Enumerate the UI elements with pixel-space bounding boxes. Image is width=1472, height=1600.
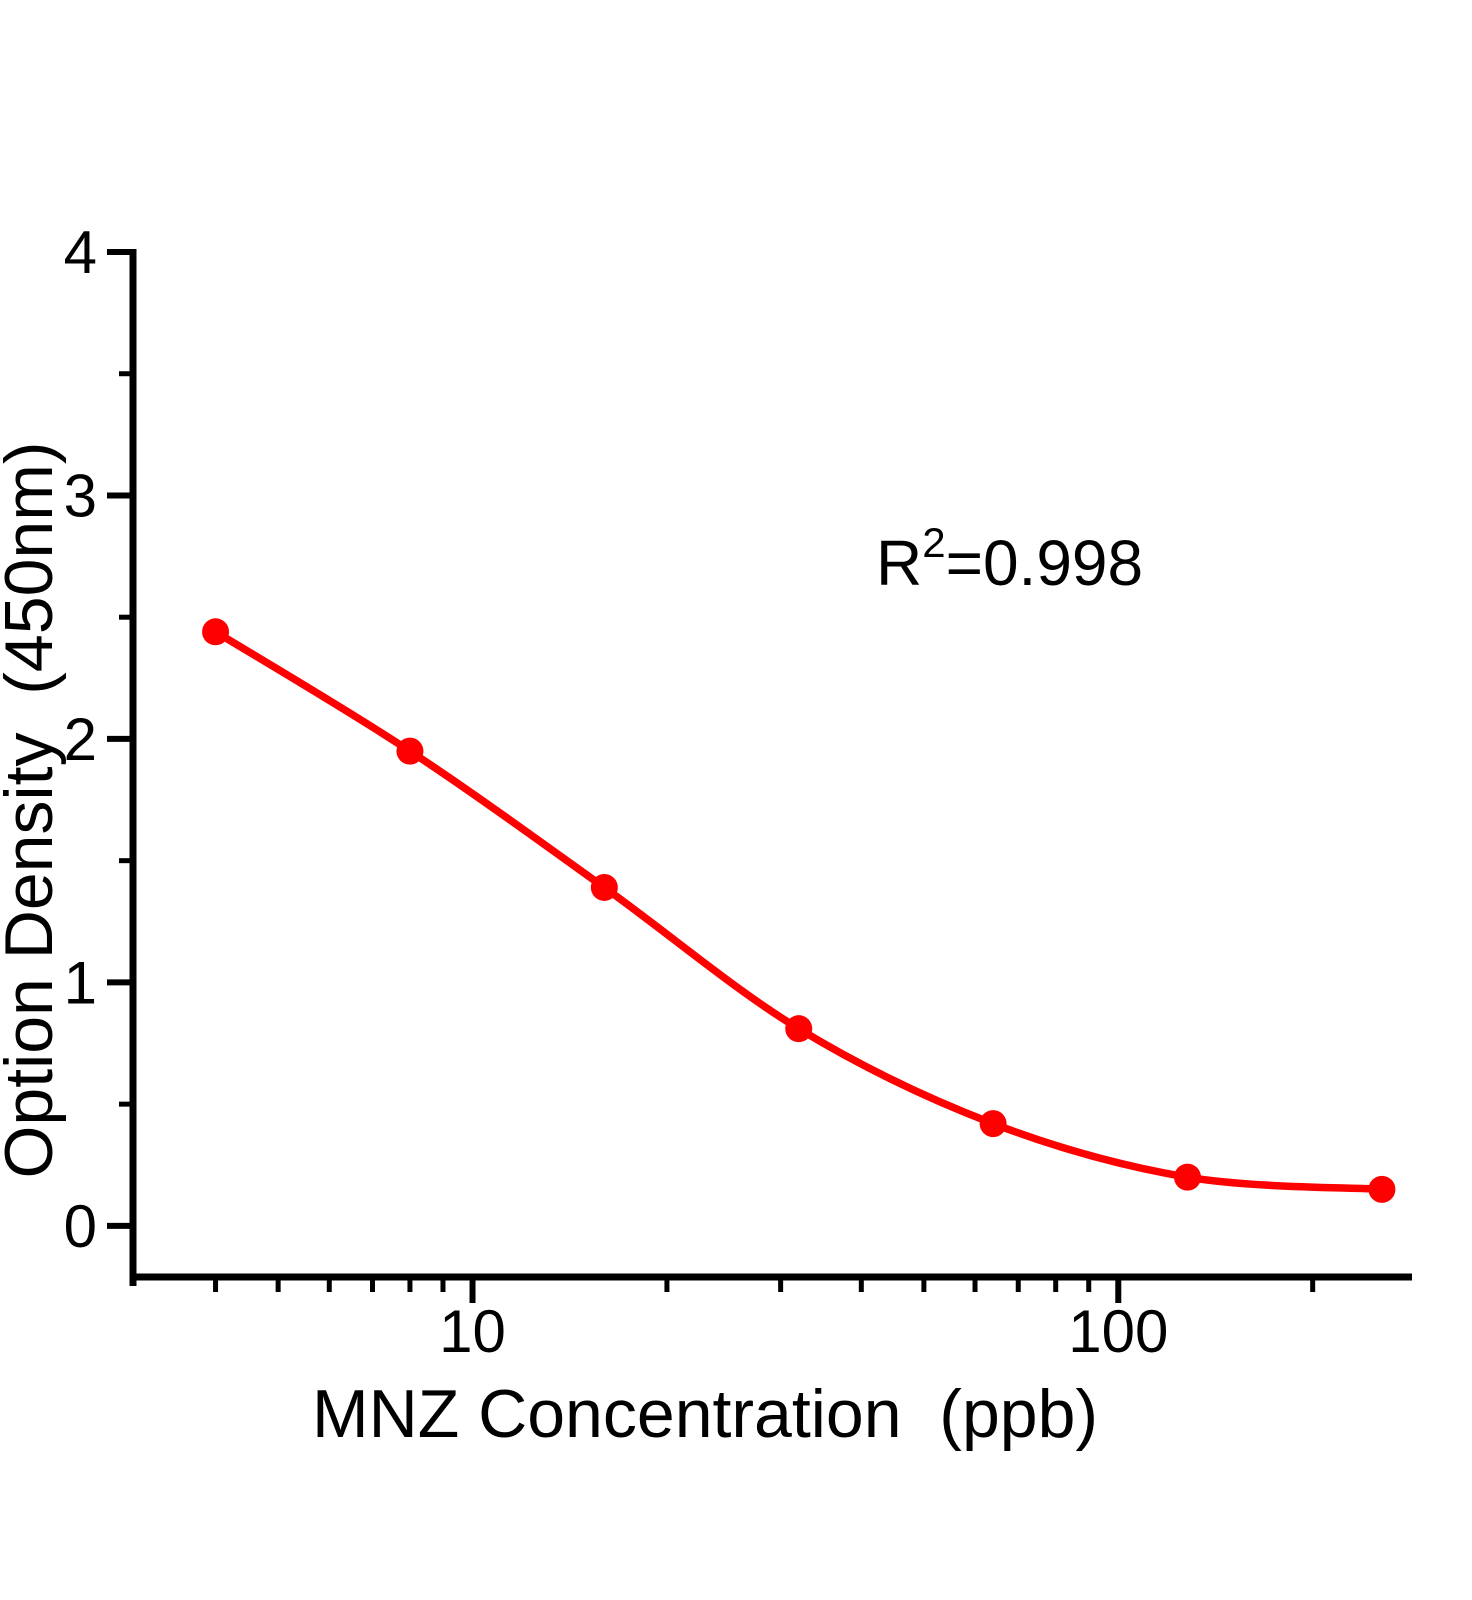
data-point — [202, 618, 230, 646]
data-point — [979, 1110, 1007, 1138]
fitted-curve — [211, 628, 1386, 1194]
tick-labels: 0 1 2 3 4 10 100 — [64, 219, 1169, 1365]
y-tick-label: 4 — [64, 219, 97, 286]
data-series — [202, 618, 1396, 1203]
data-point — [1368, 1175, 1396, 1203]
y-tick-label: 3 — [64, 462, 97, 529]
r-squared-annotation: R2=0.998 — [876, 519, 1143, 599]
data-point — [1174, 1163, 1202, 1191]
annotation-base: R — [876, 527, 922, 599]
y-tick-label: 1 — [64, 949, 97, 1016]
y-tick-label: 2 — [64, 706, 97, 773]
annotation-superscript: 2 — [922, 519, 945, 566]
data-point — [785, 1015, 813, 1043]
annotation-rest: =0.998 — [946, 527, 1144, 599]
data-point — [590, 873, 618, 901]
ticks — [107, 249, 1316, 1303]
x-tick-label: 10 — [439, 1298, 506, 1365]
x-tick-label: 100 — [1068, 1298, 1168, 1365]
x-axis-label: MNZ Concentration (ppb) — [312, 1376, 1098, 1452]
data-point — [396, 737, 424, 765]
y-tick-label: 0 — [64, 1193, 97, 1260]
axes — [129, 249, 1412, 1286]
y-axis-label: Option Density (450nm) — [0, 442, 67, 1179]
